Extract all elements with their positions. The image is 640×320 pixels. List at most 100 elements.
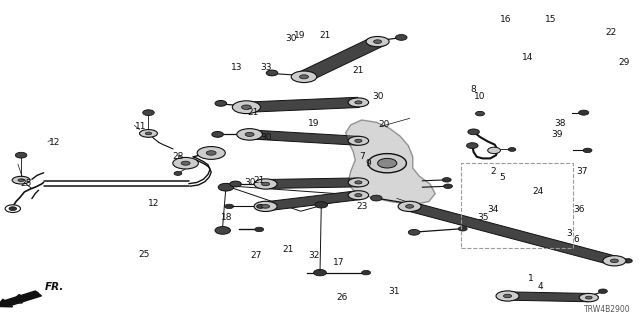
Ellipse shape	[398, 201, 421, 212]
Ellipse shape	[173, 157, 198, 169]
Text: 18: 18	[221, 213, 233, 222]
Circle shape	[15, 152, 27, 158]
Text: 30: 30	[244, 178, 255, 187]
Circle shape	[623, 259, 632, 263]
Ellipse shape	[18, 179, 24, 181]
Polygon shape	[264, 191, 360, 211]
Circle shape	[508, 148, 516, 151]
Ellipse shape	[232, 101, 260, 114]
Circle shape	[5, 205, 20, 212]
Circle shape	[314, 269, 326, 276]
Circle shape	[215, 100, 227, 106]
FancyArrow shape	[0, 291, 42, 307]
Ellipse shape	[241, 105, 252, 109]
Circle shape	[218, 183, 234, 191]
Text: 4: 4	[538, 282, 543, 291]
Circle shape	[598, 289, 607, 293]
Circle shape	[215, 227, 230, 234]
Circle shape	[371, 195, 382, 201]
Text: 19: 19	[308, 119, 319, 128]
Circle shape	[315, 202, 328, 208]
Circle shape	[9, 207, 17, 211]
Text: 35: 35	[477, 213, 489, 222]
Text: 21: 21	[282, 245, 294, 254]
Ellipse shape	[348, 136, 369, 145]
Ellipse shape	[262, 182, 269, 186]
Ellipse shape	[603, 256, 626, 266]
Polygon shape	[248, 130, 360, 145]
Text: 27: 27	[250, 252, 262, 260]
Text: 31: 31	[388, 287, 399, 296]
Ellipse shape	[586, 296, 592, 299]
Text: 26: 26	[337, 293, 348, 302]
Text: 3: 3	[567, 229, 572, 238]
Text: 12: 12	[49, 138, 60, 147]
Text: 16: 16	[500, 15, 511, 24]
Text: 10: 10	[474, 92, 486, 100]
Text: 21: 21	[353, 66, 364, 75]
Ellipse shape	[245, 132, 254, 136]
Circle shape	[408, 229, 420, 235]
Ellipse shape	[355, 181, 362, 184]
Text: 17: 17	[333, 258, 345, 267]
Polygon shape	[346, 120, 435, 205]
Ellipse shape	[181, 161, 190, 165]
Text: 1: 1	[529, 274, 534, 283]
Circle shape	[368, 154, 406, 173]
Circle shape	[212, 132, 223, 137]
Text: TRW4B2900: TRW4B2900	[584, 305, 630, 314]
Ellipse shape	[140, 130, 157, 137]
Polygon shape	[405, 203, 619, 265]
Text: 13: 13	[231, 63, 243, 72]
Circle shape	[476, 111, 484, 116]
Text: 29: 29	[618, 58, 630, 67]
Ellipse shape	[300, 75, 308, 79]
Text: 25: 25	[20, 180, 31, 188]
Ellipse shape	[579, 293, 598, 302]
Circle shape	[255, 227, 264, 232]
Circle shape	[488, 147, 500, 154]
Text: 5: 5	[500, 173, 505, 182]
Ellipse shape	[348, 178, 369, 187]
Circle shape	[458, 227, 467, 231]
Text: 6: 6	[573, 236, 579, 244]
Text: 32: 32	[308, 252, 319, 260]
Text: 37: 37	[577, 167, 588, 176]
Ellipse shape	[254, 201, 277, 212]
Polygon shape	[297, 38, 385, 81]
Text: 30: 30	[372, 92, 383, 100]
Ellipse shape	[197, 147, 225, 159]
Ellipse shape	[145, 132, 152, 135]
Text: 30: 30	[260, 133, 271, 142]
Text: 38: 38	[554, 119, 566, 128]
Ellipse shape	[355, 194, 362, 197]
Circle shape	[579, 110, 589, 115]
Ellipse shape	[254, 179, 277, 189]
Text: 9: 9	[365, 159, 371, 168]
Text: 28: 28	[172, 152, 184, 161]
Circle shape	[257, 204, 264, 208]
Ellipse shape	[406, 204, 413, 208]
Text: 14: 14	[522, 53, 534, 62]
Ellipse shape	[262, 204, 269, 208]
Ellipse shape	[374, 40, 381, 44]
Ellipse shape	[366, 36, 389, 47]
Circle shape	[230, 181, 241, 187]
Text: 7: 7	[359, 152, 364, 161]
Text: 36: 36	[573, 205, 585, 214]
Polygon shape	[246, 97, 359, 112]
Ellipse shape	[355, 101, 362, 104]
Ellipse shape	[348, 98, 369, 107]
Ellipse shape	[496, 291, 519, 301]
Text: 21: 21	[319, 31, 331, 40]
Text: 25: 25	[138, 250, 150, 259]
Text: 20: 20	[378, 120, 390, 129]
Text: 19: 19	[294, 31, 305, 40]
Circle shape	[396, 35, 407, 40]
Text: 11: 11	[135, 122, 147, 131]
Text: 22: 22	[605, 28, 617, 36]
Text: 8: 8	[471, 85, 476, 94]
Text: 24: 24	[532, 188, 543, 196]
Text: 34: 34	[487, 205, 499, 214]
Polygon shape	[507, 292, 589, 302]
